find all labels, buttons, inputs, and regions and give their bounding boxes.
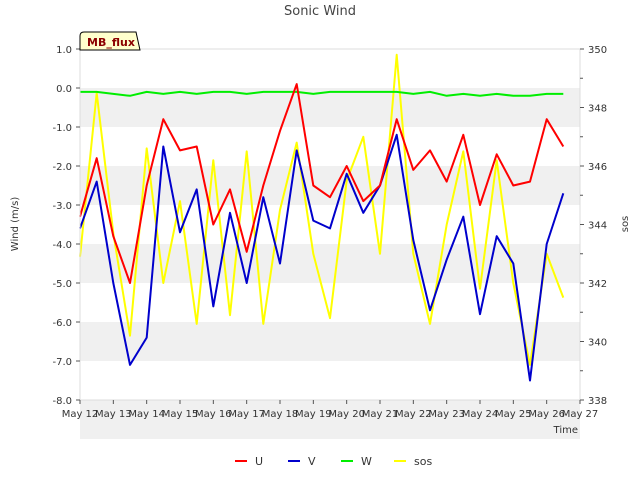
x-tick-label: May 20: [328, 409, 365, 420]
x-tick-label: May 19: [295, 409, 332, 420]
series-line-u: [79, 83, 565, 284]
x-tick-label: May 25: [495, 409, 532, 420]
y-tick-label: -4.0: [52, 240, 72, 251]
y2-tick-label: 346: [588, 162, 607, 173]
right-axis: 350 348 346 344 342 340 338: [580, 45, 607, 407]
y-axis-title: Wind (m/s): [10, 197, 21, 252]
x-tick-label: May 27: [562, 409, 599, 420]
y2-tick-label: 350: [588, 45, 607, 56]
grid-bands: [80, 88, 580, 439]
legend-label-sos: sos: [414, 455, 432, 468]
plot-lines: [79, 53, 565, 382]
y-tick-label: 1.0: [56, 45, 72, 56]
y2-tick-label: 344: [588, 221, 607, 232]
y2-tick-label: 348: [588, 104, 607, 115]
site-label-box: MB_flux: [79, 31, 141, 51]
y-tick-label: -2.0: [52, 162, 72, 173]
grid-band: [80, 322, 580, 361]
series-line-sos: [79, 53, 565, 366]
x-tick-label: May 26: [528, 409, 565, 420]
y2-tick-label: 342: [588, 279, 607, 290]
y-tick-label: -3.0: [52, 201, 72, 212]
x-tick-label: May 15: [162, 409, 199, 420]
x-tick-label: May 24: [462, 409, 499, 420]
grid-band: [80, 166, 580, 205]
x-tick-label: May 12: [62, 409, 99, 420]
legend-label-u: U: [255, 455, 263, 468]
series-line-w: [80, 90, 564, 97]
y-tick-label: -6.0: [52, 318, 72, 329]
y2-axis-title: sos: [620, 216, 631, 233]
y-tick-label: 0.0: [56, 84, 72, 95]
x-tick-label: May 17: [228, 409, 265, 420]
y2-tick-label: 338: [588, 396, 607, 407]
x-tick-label: May 22: [395, 409, 432, 420]
x-tick-label: May 21: [362, 409, 399, 420]
x-tick-label: May 14: [128, 409, 165, 420]
series-line-v: [79, 133, 565, 382]
y-tick-label: -8.0: [52, 396, 72, 407]
y2-tick-label: 340: [588, 338, 607, 349]
x-tick-label: May 13: [95, 409, 132, 420]
site-label: MB_flux: [87, 36, 135, 49]
legend-label-w: W: [361, 455, 372, 468]
y-tick-label: -1.0: [52, 123, 72, 134]
left-axis: 1.0 0.0 -1.0 -2.0 -3.0 -4.0 -5.0 -6.0 -7.0 -8.0: [52, 45, 80, 407]
chart-title: Sonic Wind: [284, 4, 356, 19]
y-tick-label: -7.0: [52, 357, 72, 368]
legend-label-v: V: [308, 455, 316, 468]
y-tick-label: -5.0: [52, 279, 72, 290]
x-tick-label: May 16: [195, 409, 232, 420]
site-label-shape: [79, 31, 141, 51]
x-axis-title: Time: [553, 425, 578, 436]
x-tick-label: May 23: [428, 409, 465, 420]
grid-band: [80, 400, 580, 439]
x-tick-label: May 18: [262, 409, 299, 420]
